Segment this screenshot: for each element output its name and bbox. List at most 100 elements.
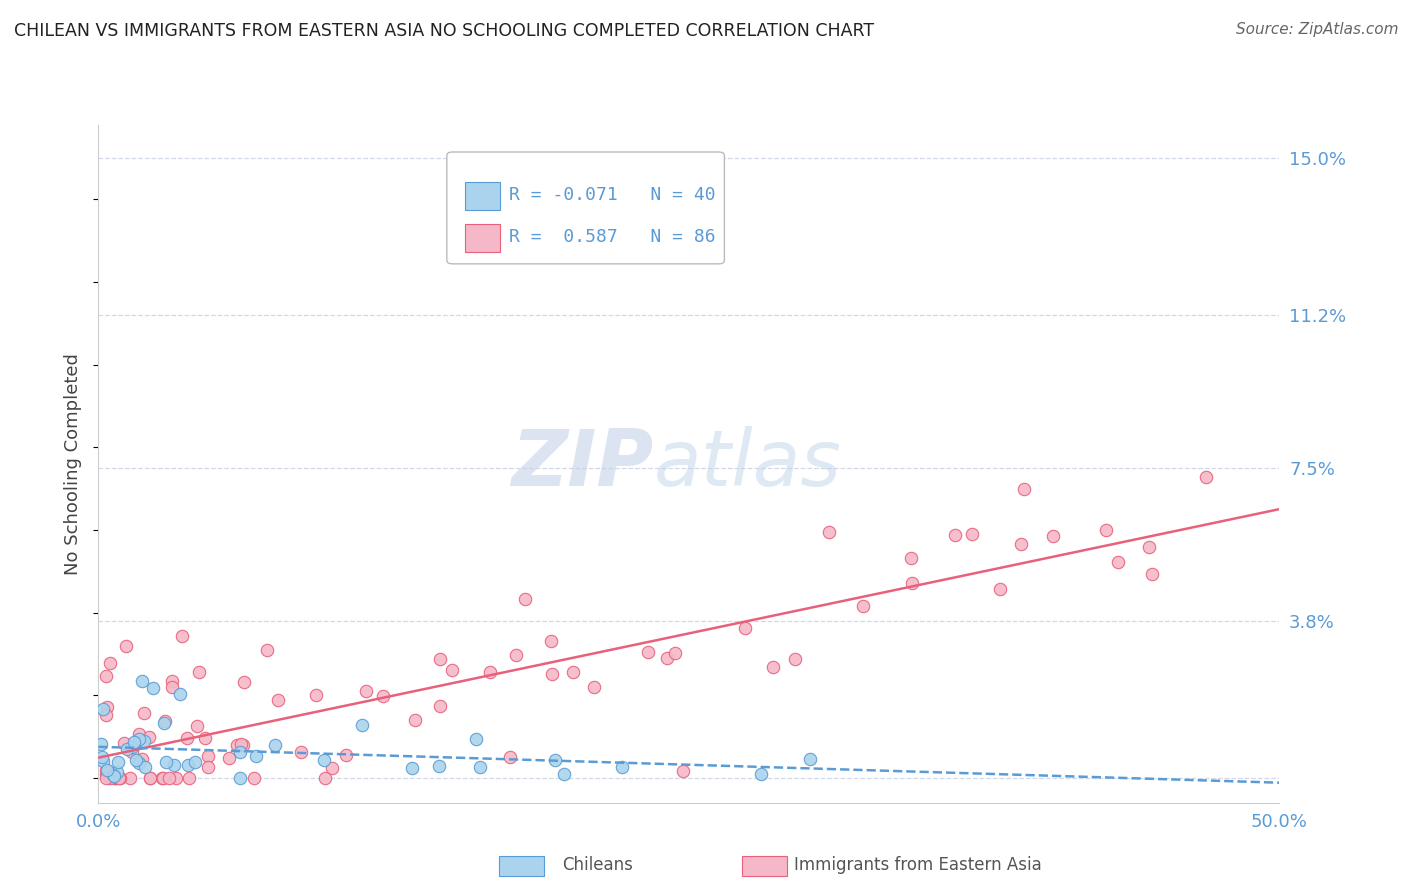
Point (134, 760, 156, 774)
Point (122, 735, 145, 749)
Point (150, 771, 173, 785)
Point (155, 755, 177, 769)
Point (229, 745, 252, 759)
Point (218, 750, 240, 764)
Point (120, 771, 142, 785)
Point (540, 667, 562, 681)
Point (988, 582, 1011, 596)
Point (441, 663, 464, 677)
Point (177, 758, 200, 772)
Point (94, 763, 117, 777)
Point (169, 687, 191, 701)
Point (245, 749, 267, 764)
Point (186, 719, 208, 733)
Text: R =  0.587   N = 86: R = 0.587 N = 86 (509, 228, 716, 246)
Point (107, 756, 129, 770)
Point (799, 752, 821, 766)
Point (165, 771, 187, 785)
Point (562, 665, 585, 679)
Point (197, 760, 219, 774)
Point (188, 665, 211, 680)
Point (513, 592, 536, 607)
Text: ZIP: ZIP (512, 425, 654, 502)
Point (132, 734, 155, 748)
Point (94, 669, 117, 683)
Point (101, 768, 124, 782)
Point (553, 767, 575, 781)
Point (901, 576, 924, 591)
Text: atlas: atlas (654, 425, 841, 502)
Point (749, 766, 772, 780)
Point (157, 771, 180, 785)
Point (163, 757, 186, 772)
Point (900, 551, 922, 566)
Point (138, 730, 160, 744)
Point (90, 737, 112, 751)
Point (105, 765, 128, 780)
Text: Chileans: Chileans (562, 856, 633, 874)
Point (183, 755, 205, 769)
Point (96, 700, 118, 714)
Point (657, 651, 679, 665)
Point (427, 759, 450, 773)
Point (98, 771, 121, 785)
Point (818, 524, 841, 539)
Point (103, 769, 125, 783)
Point (179, 771, 201, 785)
Point (264, 738, 287, 752)
Point (104, 771, 127, 785)
Text: Immigrants from Eastern Asia: Immigrants from Eastern Asia (794, 856, 1042, 874)
Point (582, 681, 605, 695)
Point (94, 707, 117, 722)
Point (335, 748, 357, 763)
Point (152, 716, 174, 731)
Point (945, 528, 967, 542)
Point (108, 771, 131, 785)
Point (112, 735, 135, 749)
Point (371, 689, 394, 703)
Point (139, 771, 162, 785)
Point (404, 713, 426, 727)
Point (960, 527, 983, 541)
Point (233, 674, 256, 689)
Point (128, 731, 150, 746)
Point (124, 752, 146, 766)
Point (142, 681, 165, 695)
Point (505, 648, 527, 662)
Point (1140, 566, 1163, 581)
Point (664, 646, 686, 660)
Point (321, 761, 343, 775)
Point (354, 683, 377, 698)
Point (153, 714, 176, 729)
Point (1012, 482, 1035, 496)
Point (242, 771, 264, 785)
Point (290, 745, 312, 759)
Point (429, 699, 451, 714)
Point (498, 750, 520, 764)
Point (540, 634, 562, 648)
Point (314, 771, 336, 785)
Point (121, 744, 143, 758)
Point (229, 737, 252, 751)
Point (305, 688, 328, 702)
Point (478, 665, 501, 679)
Point (172, 629, 194, 643)
Point (762, 660, 785, 674)
Point (1195, 469, 1218, 483)
Point (225, 739, 247, 753)
Text: CHILEAN VS IMMIGRANTS FROM EASTERN ASIA NO SCHOOLING COMPLETED CORRELATION CHART: CHILEAN VS IMMIGRANTS FROM EASTERN ASIA … (14, 22, 875, 40)
Point (350, 717, 373, 731)
Point (783, 651, 806, 665)
Point (1107, 555, 1129, 569)
Point (464, 731, 486, 746)
Point (152, 771, 174, 785)
Point (131, 673, 153, 688)
Point (232, 738, 254, 752)
Point (91, 702, 114, 716)
Point (852, 599, 875, 614)
Point (194, 731, 217, 745)
Bar (464, 224, 501, 252)
Point (128, 727, 150, 741)
Point (107, 771, 129, 785)
Point (229, 771, 252, 785)
